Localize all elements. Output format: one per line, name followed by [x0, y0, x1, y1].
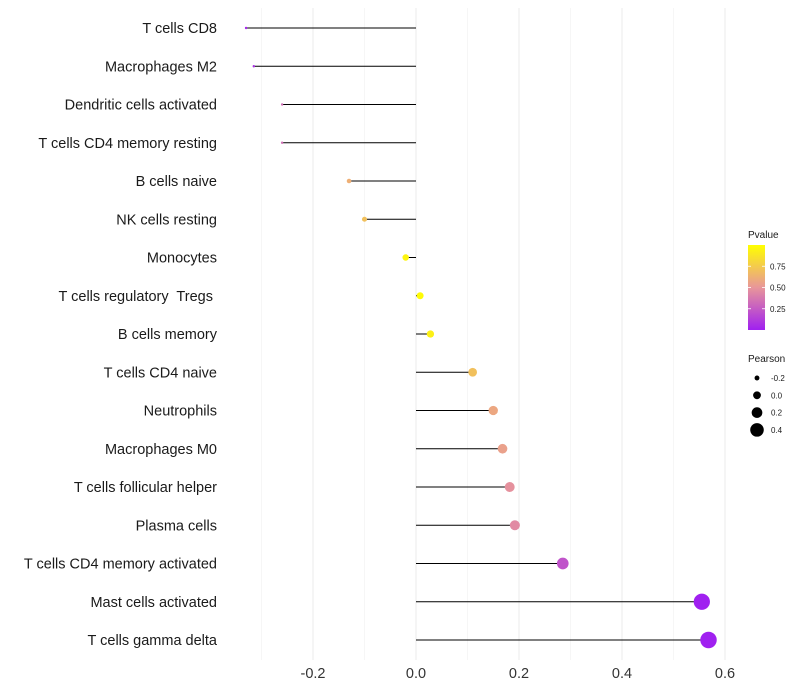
- pearson-size-key: [753, 391, 761, 400]
- lollipop-point: [468, 367, 477, 377]
- colorbar-tick-label: 0.50: [770, 284, 786, 293]
- category-label: Plasma cells: [136, 518, 217, 534]
- category-label: Monocytes: [147, 251, 217, 267]
- x-tick-label: 0.4: [612, 666, 632, 682]
- category-label: NK cells resting: [116, 212, 217, 228]
- category-label: B cells naive: [136, 174, 217, 190]
- lollipop-point: [244, 26, 248, 30]
- category-label: B cells memory: [118, 327, 218, 343]
- category-label: T cells CD4 memory activated: [24, 557, 217, 573]
- category-label: Neutrophils: [144, 404, 217, 420]
- colorbar-tick-label: 0.25: [770, 305, 786, 314]
- lollipop-point: [280, 141, 284, 144]
- lollipop-point: [280, 103, 284, 106]
- lollipop-point: [402, 254, 409, 261]
- category-label: T cells CD4 naive: [104, 365, 217, 381]
- lollipop-point: [509, 520, 520, 531]
- pearson-size-key: [750, 423, 764, 437]
- category-label: Mast cells activated: [90, 595, 217, 611]
- lollipop-point: [416, 292, 424, 300]
- lollipop-point: [700, 631, 717, 649]
- x-tick-label: -0.2: [301, 666, 326, 682]
- lollipop-point: [497, 443, 508, 454]
- category-label: T cells gamma delta: [88, 633, 218, 649]
- category-labels: T cells CD8 Macrophages M2 Dendritic cells…: [24, 21, 218, 649]
- pearson-size-label: 0.4: [771, 426, 783, 435]
- lollipop-point: [488, 405, 498, 416]
- x-tick-label: 0.6: [715, 666, 735, 682]
- category-label: T cells CD4 memory resting: [38, 136, 217, 152]
- pearson-size-label: 0.0: [771, 391, 783, 400]
- category-label: Macrophages M2: [105, 59, 217, 75]
- colorbar-tick-label: 0.75: [770, 262, 786, 271]
- category-label: T cells CD8: [142, 21, 217, 37]
- pearson-size-label: -0.2: [771, 374, 785, 383]
- lollipop-point: [426, 330, 435, 338]
- category-label: Dendritic cells activated: [65, 98, 217, 114]
- pvalue-colorbar: [748, 245, 765, 330]
- pvalue-legend-title: Pvalue: [748, 230, 779, 241]
- pearson-size-label: 0.2: [771, 409, 783, 418]
- pearson-size-key: [754, 375, 760, 381]
- lollipop-point: [252, 65, 255, 68]
- pearson-legend-title: Pearson: [748, 354, 785, 365]
- x-tick-label: 0.0: [406, 666, 426, 682]
- category-label: T cells regulatory Tregs: [59, 289, 218, 305]
- lollipop-point: [346, 178, 352, 184]
- x-axis-ticks: -0.2 0.0 0.2 0.4 0.6: [301, 666, 736, 682]
- lollipop-point: [504, 482, 515, 492]
- pvalue-legend: Pvalue 0.25 0.50 0.75: [748, 230, 786, 330]
- category-label: Macrophages M0: [105, 442, 217, 458]
- category-label: T cells follicular helper: [74, 480, 217, 496]
- x-tick-label: 0.2: [509, 666, 529, 682]
- grid-lines: [261, 8, 726, 660]
- lollipop-point: [556, 557, 569, 570]
- lollipop-point: [361, 216, 368, 222]
- lollipop-points: [244, 26, 717, 649]
- lollipop-point: [693, 593, 710, 610]
- pearson-size-key: [751, 407, 763, 418]
- pearson-legend: Pearson -0.2 0.0 0.2 0.4: [748, 354, 785, 437]
- lollipop-stems: [246, 27, 709, 641]
